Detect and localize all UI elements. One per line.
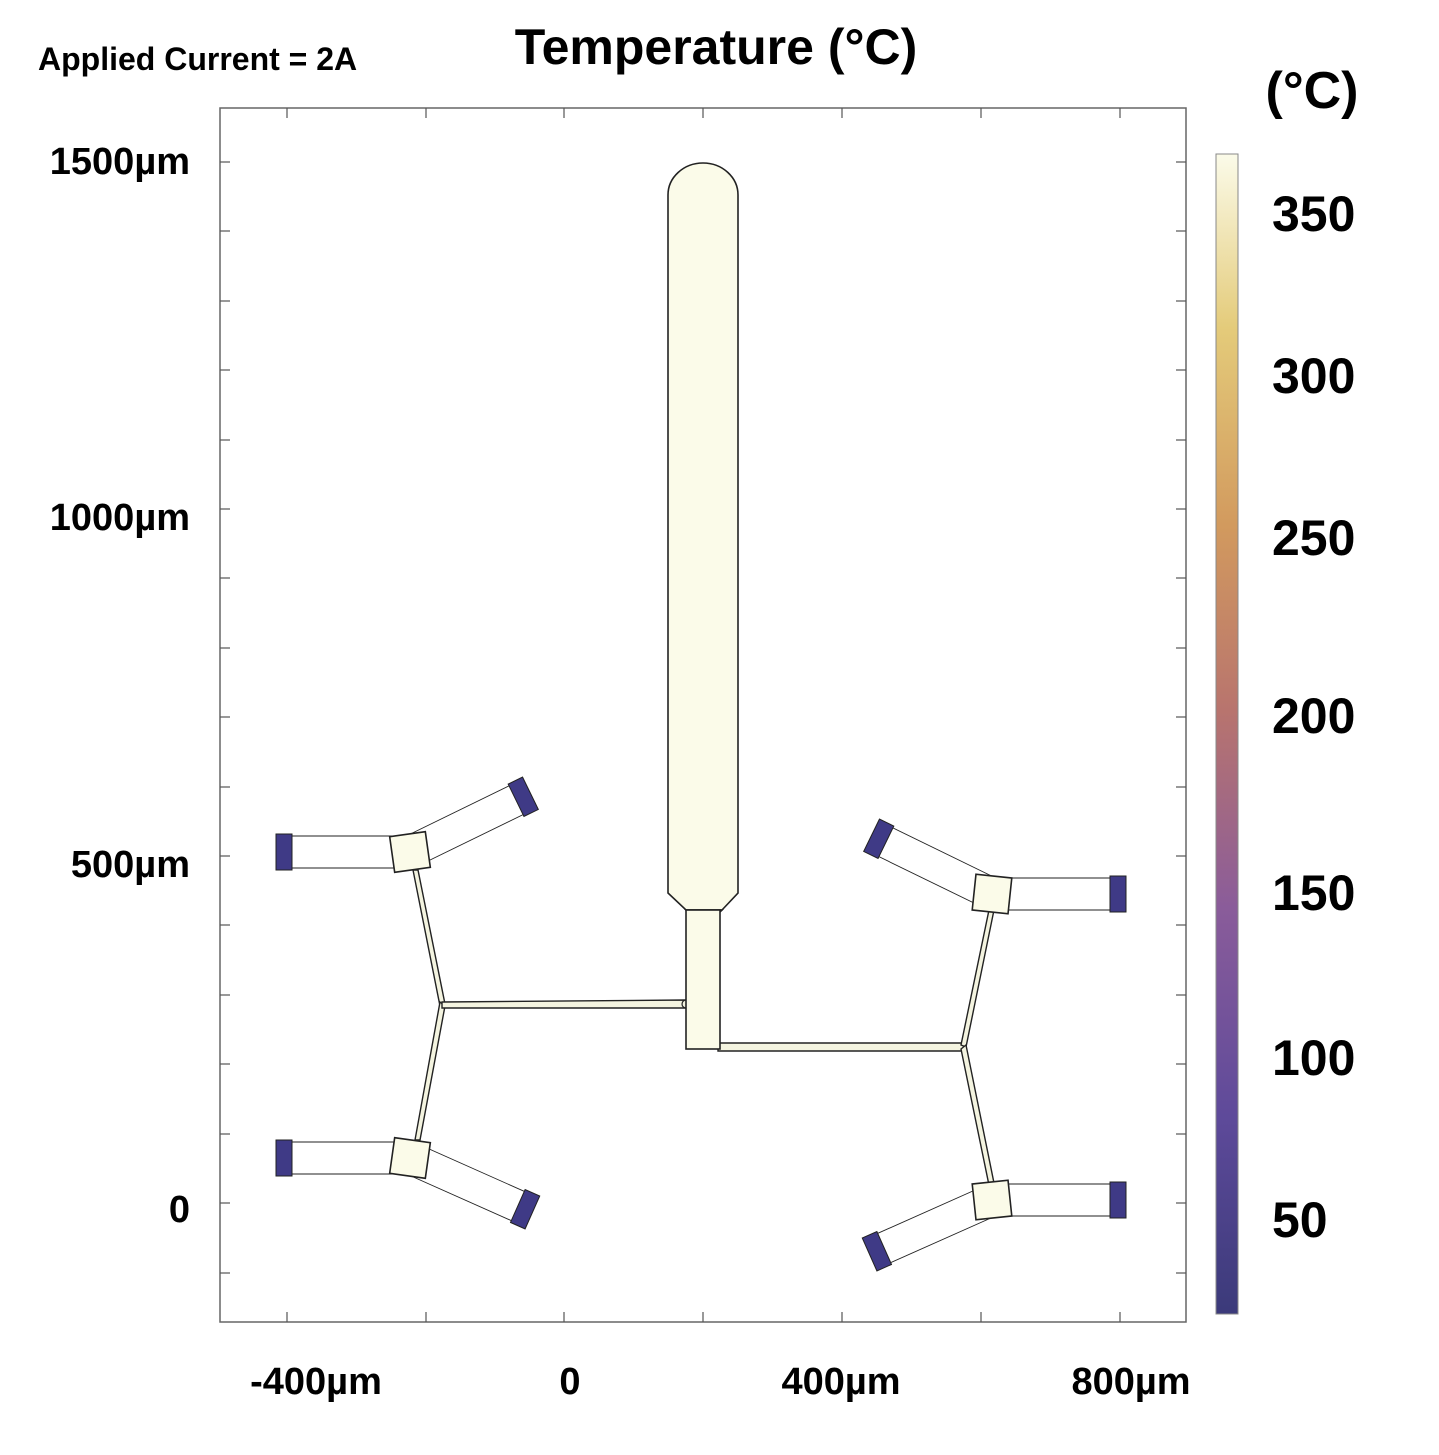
heater-stem bbox=[685, 909, 721, 1050]
actuator-pad bbox=[971, 1179, 1013, 1221]
y-tick-label: 0 bbox=[169, 1189, 190, 1231]
figure-title: Temperature (°C) bbox=[515, 19, 917, 75]
x-tick-label: 400µm bbox=[781, 1361, 900, 1403]
colorbar-tick-label: 150 bbox=[1272, 865, 1355, 921]
colorbar-tick-label: 200 bbox=[1272, 688, 1355, 744]
actuator-pad bbox=[971, 873, 1013, 915]
y-tick-label: 500µm bbox=[71, 844, 190, 886]
microgripper-device bbox=[274, 162, 1128, 1273]
y-tick-label: 1500µm bbox=[50, 141, 190, 183]
x-ticks bbox=[286, 108, 1121, 1322]
colorbar-tick-label: 300 bbox=[1272, 348, 1355, 404]
colorbar: (°C) 350 300 250 200 150 100 50 bbox=[1215, 62, 1359, 1315]
applied-current-label: Applied Current = 2A bbox=[38, 41, 357, 77]
x-tick-label: 0 bbox=[559, 1361, 580, 1403]
heater-beam bbox=[667, 162, 739, 911]
colorbar-tick-label: 100 bbox=[1272, 1030, 1355, 1086]
y-tick-label: 1000µm bbox=[50, 497, 190, 539]
colorbar-unit-label: (°C) bbox=[1266, 62, 1359, 120]
colorbar-tick-label: 250 bbox=[1272, 510, 1355, 566]
colorbar-tick-label: 50 bbox=[1272, 1192, 1328, 1248]
x-tick-label: -400µm bbox=[250, 1361, 382, 1403]
actuator-pad bbox=[388, 1136, 432, 1180]
actuator-pad bbox=[388, 830, 432, 874]
colorbar-gradient bbox=[1215, 153, 1239, 1315]
y-ticks bbox=[220, 161, 1186, 1274]
colorbar-tick-label: 350 bbox=[1272, 186, 1355, 242]
x-tick-label: 800µm bbox=[1071, 1361, 1190, 1403]
